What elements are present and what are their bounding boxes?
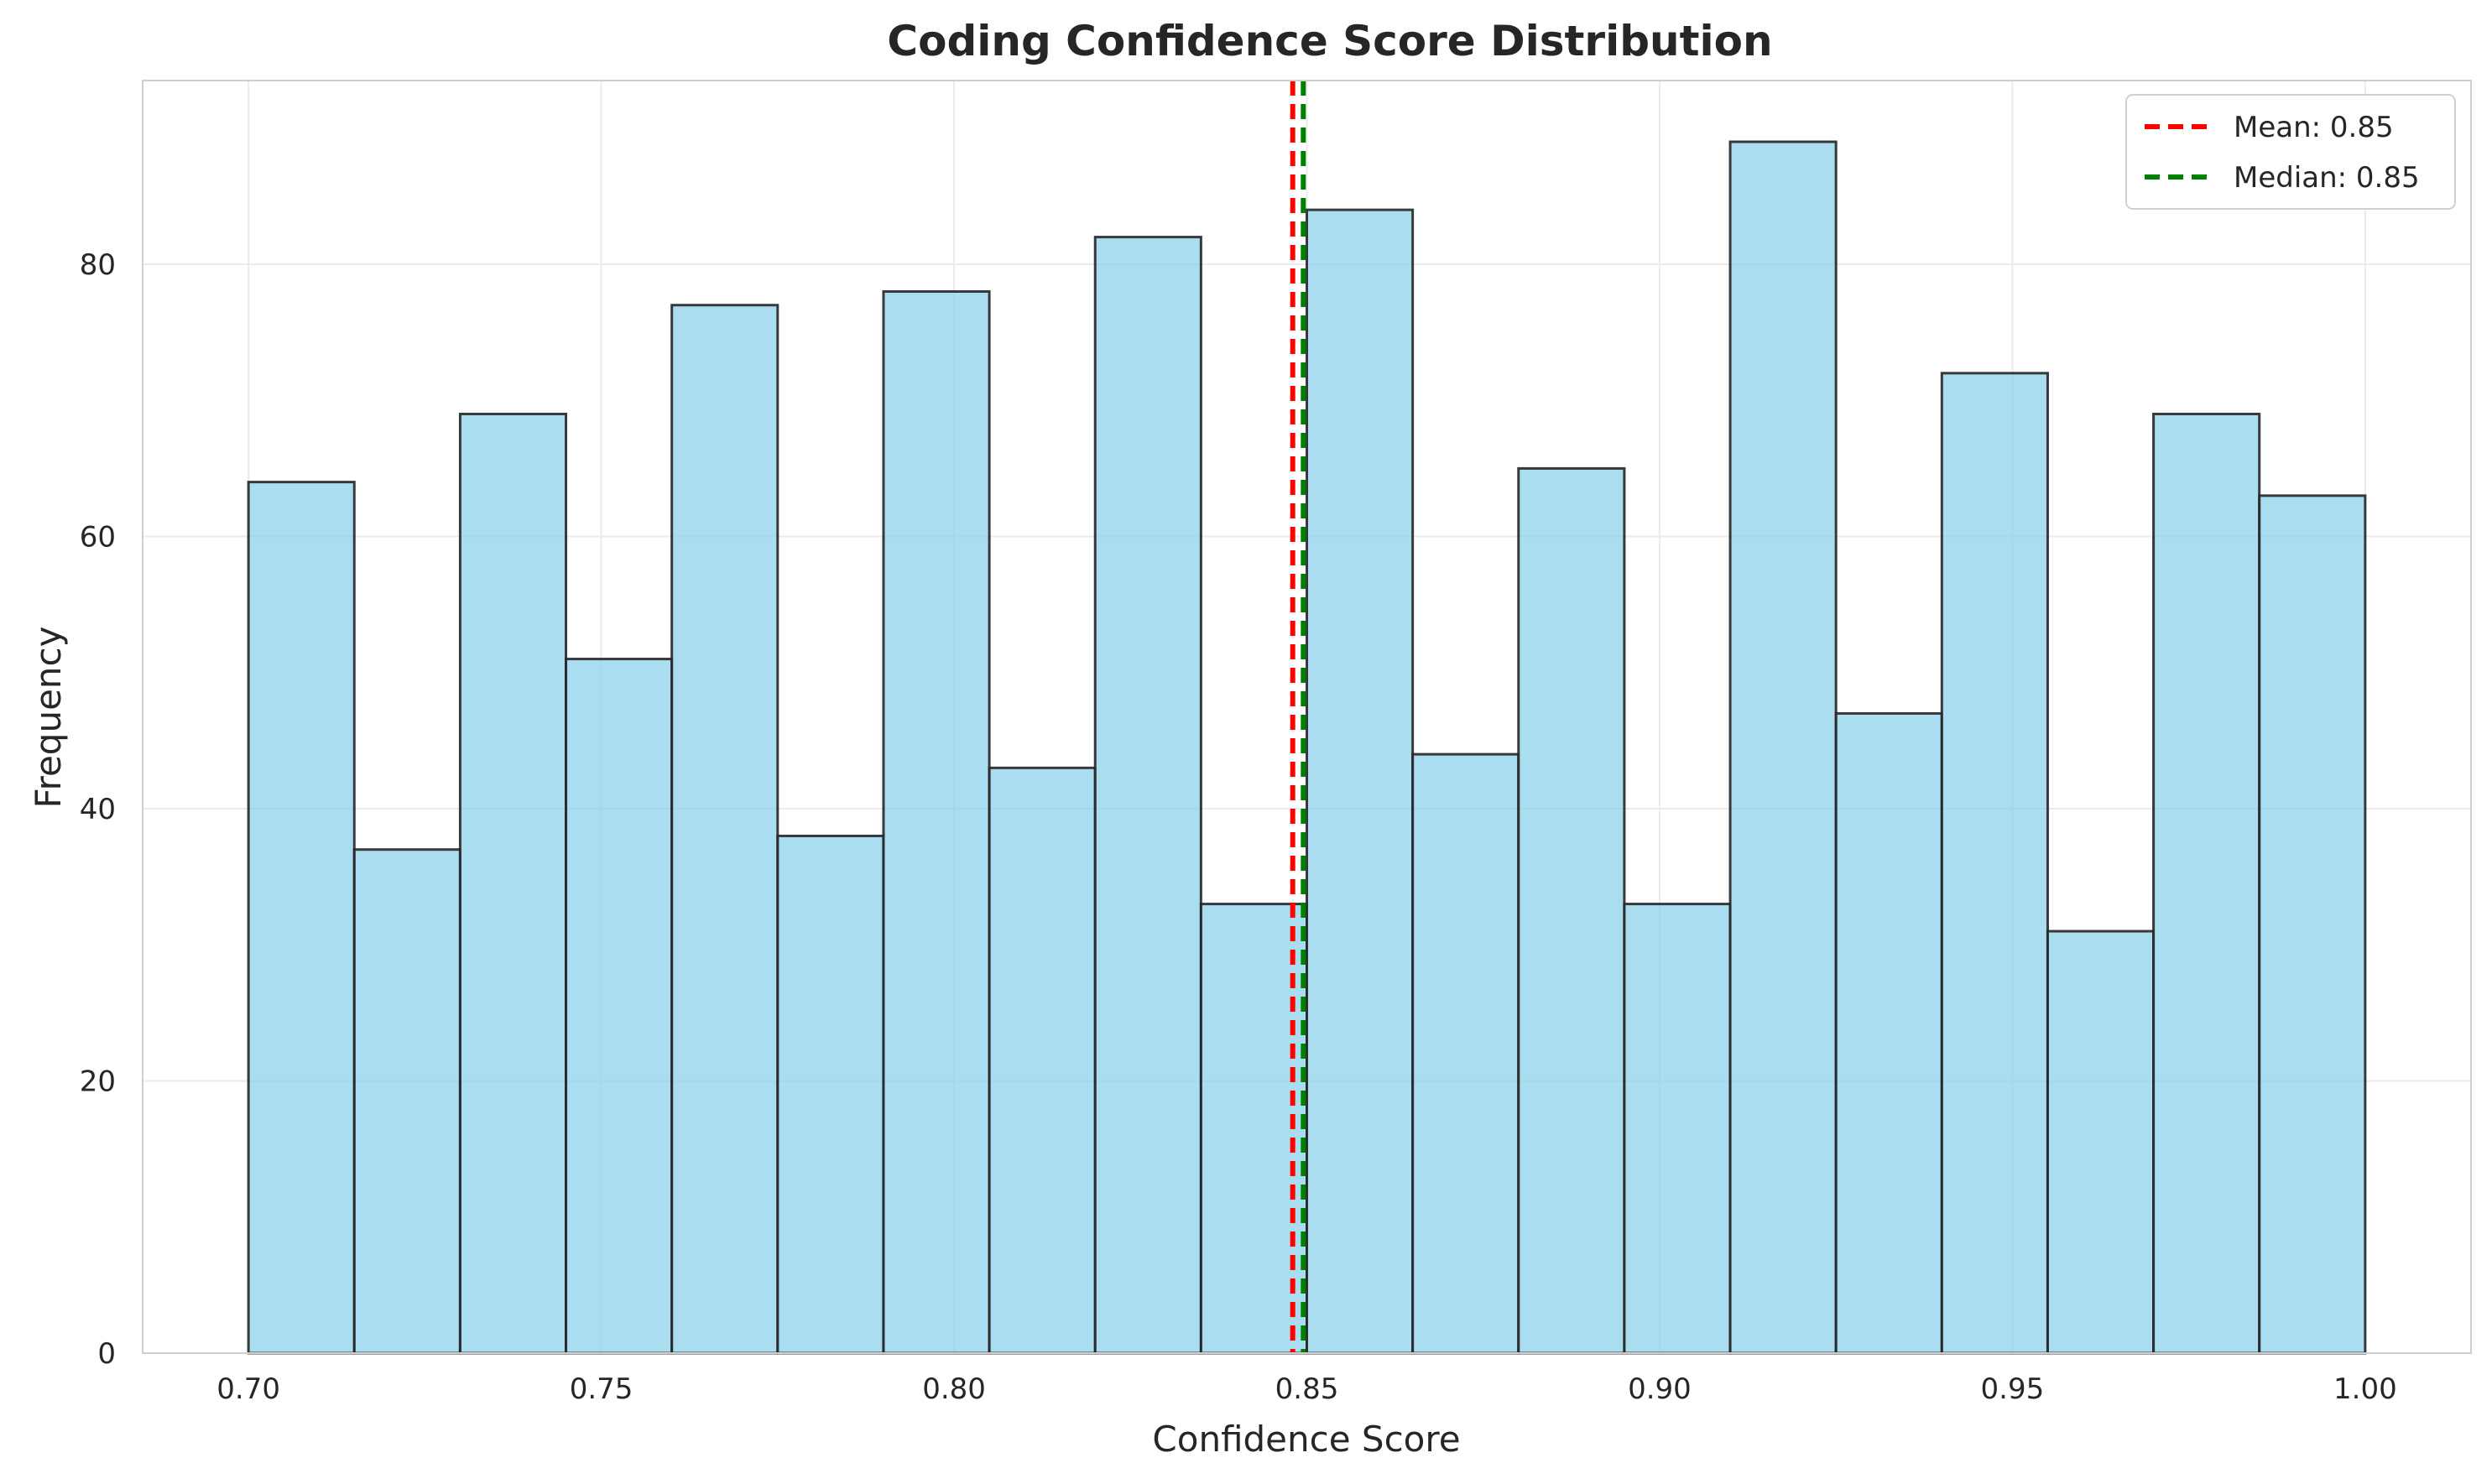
y-axis-ticks: 0 20 40 60 80 [80, 248, 116, 1371]
histogram-bar-4 [670, 304, 779, 1355]
x-tick-label: 0.90 [1628, 1372, 1692, 1406]
histogram-bar-3 [565, 658, 674, 1355]
y-tick-label: 0 [97, 1337, 116, 1371]
histogram-bar-8 [1093, 236, 1202, 1355]
legend: Mean: 0.85 Median: 0.85 [2125, 94, 2456, 210]
histogram-bar-6 [882, 289, 991, 1355]
legend-box [2125, 94, 2456, 210]
histogram-bar-5 [776, 834, 885, 1355]
histogram-bar-19 [2258, 494, 2367, 1355]
x-tick-label: 0.75 [570, 1372, 633, 1406]
histogram-bar-7 [988, 766, 1097, 1355]
y-tick-label: 20 [80, 1065, 116, 1099]
histogram-bar-13 [1623, 903, 1732, 1355]
x-tick-label: 0.85 [1275, 1372, 1339, 1406]
histogram-bar-0 [247, 481, 356, 1355]
y-tick-label: 80 [80, 248, 116, 282]
histogram-bar-10 [1306, 208, 1415, 1355]
histogram-bar-1 [352, 848, 461, 1355]
x-axis-ticks: 0.70 0.75 0.80 0.85 0.90 0.95 1.00 [216, 1372, 2396, 1406]
legend-mean-label: Mean: 0.85 [2234, 111, 2394, 144]
histogram-bar-17 [2046, 929, 2156, 1355]
x-tick-label: 0.70 [216, 1372, 280, 1406]
histogram-bar-18 [2152, 413, 2261, 1355]
y-tick-label: 40 [80, 793, 116, 826]
plot-area-frame [142, 80, 2472, 1354]
histogram-bar-15 [1834, 711, 1943, 1355]
x-tick-label: 0.95 [1981, 1372, 2045, 1406]
chart-title: Coding Confidence Score Distribution [887, 17, 1772, 65]
x-tick-label: 1.00 [2333, 1372, 2397, 1406]
histogram-bar-14 [1728, 140, 1838, 1355]
histogram-bar-16 [1940, 372, 2049, 1355]
histogram-bar-9 [1199, 903, 1309, 1355]
histogram-bar-2 [458, 413, 568, 1355]
x-axis-label: Confidence Score [1152, 1419, 1460, 1460]
y-axis-label: Frequency [28, 627, 69, 809]
histogram-bar-11 [1411, 752, 1520, 1355]
reference-lines [1290, 81, 1306, 1353]
histogram-bars [247, 140, 2367, 1355]
y-tick-label: 60 [80, 521, 116, 555]
histogram-bar-12 [1517, 466, 1626, 1355]
x-tick-label: 0.80 [922, 1372, 986, 1406]
legend-median-label: Median: 0.85 [2234, 161, 2420, 195]
